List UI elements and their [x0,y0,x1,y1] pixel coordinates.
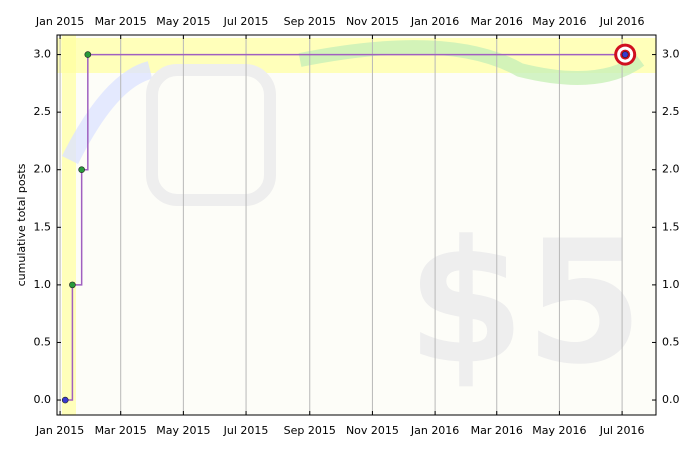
y-tick-label: 2.5 [34,105,52,118]
x-tick-label: Jan 2015 [35,15,84,28]
y-tick-label: 1.0 [34,278,52,291]
y-tick-label: 3.0 [34,48,52,61]
x-tick-label: Jan 2016 [410,15,459,28]
x-tick-label: Jul 2016 [599,15,645,28]
decoration [298,40,645,85]
x-tick-label: May 2016 [532,424,586,437]
x-tick-label: Jul 2015 [223,424,269,437]
x-tick-label: Mar 2016 [471,424,523,437]
decoration [61,61,153,165]
y-tick-label: 2.5 [662,105,680,118]
x-tick-label: Mar 2015 [95,15,147,28]
x-tick-label: Jul 2015 [223,15,269,28]
highlight-band [62,35,76,415]
x-tick-label: Jan 2015 [35,424,84,437]
y-tick-label: 0.5 [34,335,52,348]
x-tick-label: Mar 2016 [471,15,523,28]
x-tick-label: Sep 2015 [284,424,336,437]
x-tick-label: May 2015 [156,424,210,437]
watermark: $5 [407,204,644,402]
plot-frame [56,34,657,416]
point [78,166,85,174]
point [84,51,92,58]
watermark [146,64,276,206]
y-tick-label: 1.0 [662,278,680,291]
point [69,281,76,289]
x-tick-label: Mar 2015 [95,424,147,437]
x-tick-label: Jul 2016 [599,424,645,437]
point [61,396,69,404]
x-tick-label: May 2016 [532,15,586,28]
y-tick-label: 2.0 [34,163,52,176]
x-tick-label: Sep 2015 [284,15,336,28]
x-tick-label: Nov 2015 [346,15,399,28]
y-tick-label: 1.5 [662,220,680,233]
marks [61,43,637,404]
y-tick-label: 0.5 [662,335,680,348]
x-tick-label: May 2015 [156,15,210,28]
point [621,51,629,58]
y-tick-label: 3.0 [662,48,680,61]
grid [59,35,623,415]
y-tick-label: 0.0 [662,393,680,406]
y-axis-label: cumulative total posts [15,163,28,286]
x-tick-label: Nov 2015 [346,424,399,437]
y-tick-label: 2.0 [662,163,680,176]
x-tick-label: Jan 2016 [410,424,459,437]
y-tick-label: 1.5 [34,220,52,233]
line [65,53,626,401]
y-tick-label: 0.0 [34,393,52,406]
